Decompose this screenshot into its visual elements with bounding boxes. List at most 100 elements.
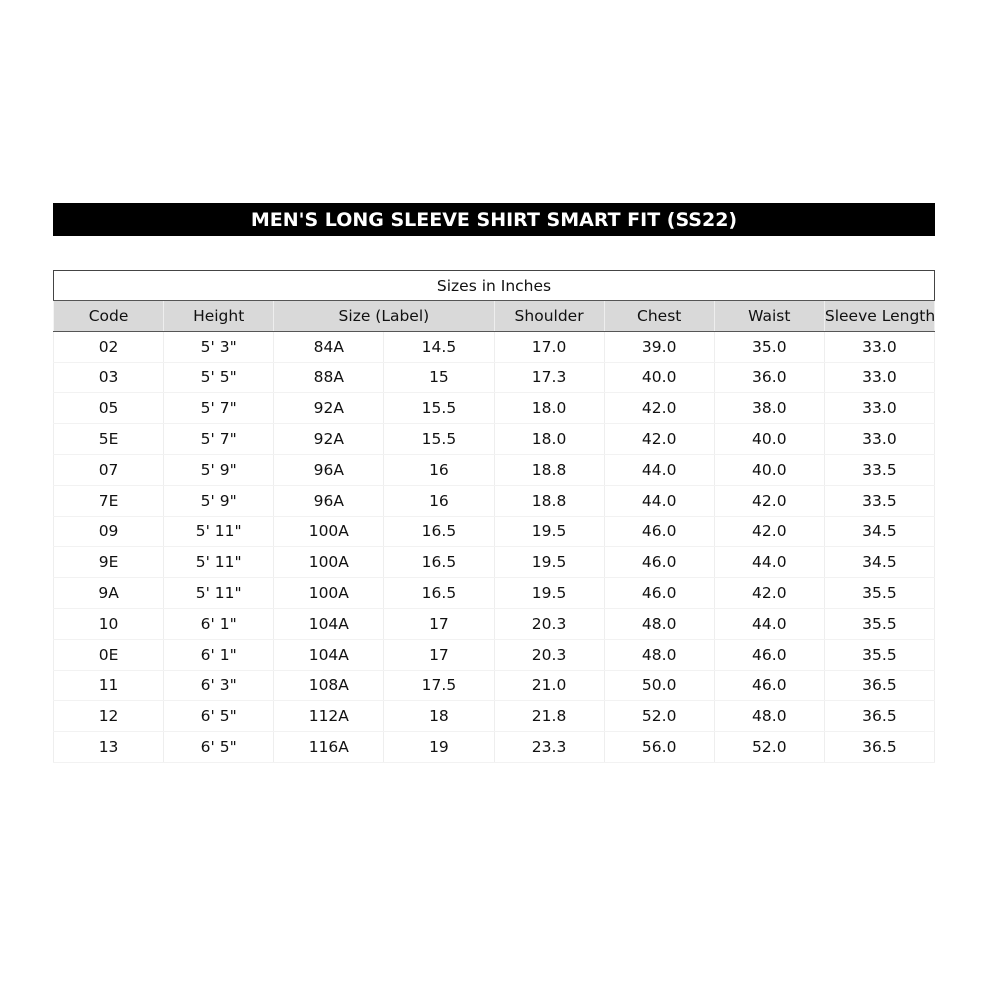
table-cell: 18.8 [493,485,605,517]
table-cell: 33.5 [823,454,936,486]
table-row: 13 6' 5" 116A 19 23.3 56.0 52.0 36.5 [52,731,936,763]
table-row: 03 5' 5" 88A 15 17.3 40.0 36.0 33.0 [52,362,936,394]
table-cell: 100A [273,516,385,548]
table-cell: 18 [383,700,495,733]
table-cell: 02 [52,331,165,363]
table-cell: 92A [273,392,385,425]
table-row: 11 6' 3" 108A 17.5 21.0 50.0 46.0 36.5 [52,670,936,702]
table-cell: 46.0 [713,639,825,671]
table-cell: 36.5 [823,700,936,733]
table-cell: 09 [52,516,165,548]
table-cell: 33.5 [823,485,936,517]
table-cell: 96A [273,485,385,517]
table-row: 9E 5' 11" 100A 16.5 19.5 46.0 44.0 34.5 [52,546,936,579]
column-header: Chest [603,300,715,332]
table-cell: 16.5 [383,546,495,579]
table-row: 9A 5' 11" 100A 16.5 19.5 46.0 42.0 35.5 [52,577,936,609]
table-cell: 44.0 [713,546,825,579]
table-cell: 35.5 [823,608,936,640]
table-cell: 19.5 [493,577,605,609]
table-cell: 9A [52,577,165,609]
table-cell: 40.0 [713,423,825,455]
table-cell: 52.0 [713,731,825,763]
table-cell: 88A [273,362,385,394]
column-header: Waist [713,300,825,332]
column-header: Shoulder [493,300,605,332]
table-cell: 5' 7" [163,392,275,425]
table-cell: 18.0 [493,423,605,455]
table-cell: 5E [52,423,165,455]
table-cell: 112A [273,700,385,733]
table-cell: 13 [52,731,165,763]
table-cell: 100A [273,546,385,579]
table-cell: 15 [383,362,495,394]
table-cell: 17 [383,608,495,640]
table-cell: 15.5 [383,423,495,455]
table-cell: 5' 7" [163,423,275,455]
table-cell: 19 [383,731,495,763]
column-header: Height [163,300,275,332]
table-cell: 36.5 [823,731,936,763]
table-cell: 6' 5" [163,700,275,733]
table-cell: 104A [273,608,385,640]
table-cell: 108A [273,670,385,702]
table-cell: 16 [383,454,495,486]
table-cell: 100A [273,577,385,609]
table-cell: 05 [52,392,165,425]
table-cell: 42.0 [713,577,825,609]
table-cell: 39.0 [603,331,715,363]
table-cell: 50.0 [603,670,715,702]
table-cell: 16 [383,485,495,517]
table-cell: 5' 11" [163,546,275,579]
table-cell: 52.0 [603,700,715,733]
table-caption: Sizes in Inches [53,270,935,301]
table-cell: 42.0 [713,516,825,548]
table-cell: 5' 9" [163,454,275,486]
page-title: MEN'S LONG SLEEVE SHIRT SMART FIT (SS22) [53,203,935,236]
table-row: 05 5' 7" 92A 15.5 18.0 42.0 38.0 33.0 [52,392,936,425]
table-cell: 15.5 [383,392,495,425]
column-header: Sleeve Length [823,300,936,332]
table-cell: 56.0 [603,731,715,763]
table-cell: 6' 1" [163,639,275,671]
caption-row: Sizes in Inches [53,270,935,301]
table-cell: 46.0 [713,670,825,702]
table-cell: 5' 11" [163,516,275,548]
table-cell: 14.5 [383,331,495,363]
table-cell: 48.0 [603,639,715,671]
table-cell: 44.0 [603,485,715,517]
table-cell: 40.0 [603,362,715,394]
table-row: 09 5' 11" 100A 16.5 19.5 46.0 42.0 34.5 [52,516,936,548]
header-row: Code Height Size (Label) Shoulder Chest Waist… [52,300,936,332]
table-cell: 7E [52,485,165,517]
table-cell: 17.3 [493,362,605,394]
table-row: 02 5' 3" 84A 14.5 17.0 39.0 35.0 33.0 [52,331,936,363]
table-cell: 12 [52,700,165,733]
table-row: 0E 6' 1" 104A 17 20.3 48.0 46.0 35.5 [52,639,936,671]
table-cell: 44.0 [713,608,825,640]
table-cell: 9E [52,546,165,579]
table-cell: 0E [52,639,165,671]
table-cell: 6' 1" [163,608,275,640]
table-cell: 19.5 [493,546,605,579]
table-row: 7E 5' 9" 96A 16 18.8 44.0 42.0 33.5 [52,485,936,517]
column-header: Size (Label) [273,300,495,332]
table-cell: 5' 5" [163,362,275,394]
table-cell: 42.0 [603,423,715,455]
table-cell: 42.0 [713,485,825,517]
table-cell: 38.0 [713,392,825,425]
table-cell: 20.3 [493,639,605,671]
table-cell: 16.5 [383,516,495,548]
table-cell: 10 [52,608,165,640]
table-cell: 33.0 [823,331,936,363]
table-cell: 17.0 [493,331,605,363]
table-cell: 84A [273,331,385,363]
table-cell: 18.8 [493,454,605,486]
size-table: Sizes in Inches Code Height Size (Label) Sh… [52,270,936,763]
table-cell: 07 [52,454,165,486]
table-row: 5E 5' 7" 92A 15.5 18.0 42.0 40.0 33.0 [52,423,936,455]
table-row: 10 6' 1" 104A 17 20.3 48.0 44.0 35.5 [52,608,936,640]
table-cell: 5' 3" [163,331,275,363]
table-cell: 104A [273,639,385,671]
table-cell: 35.5 [823,639,936,671]
